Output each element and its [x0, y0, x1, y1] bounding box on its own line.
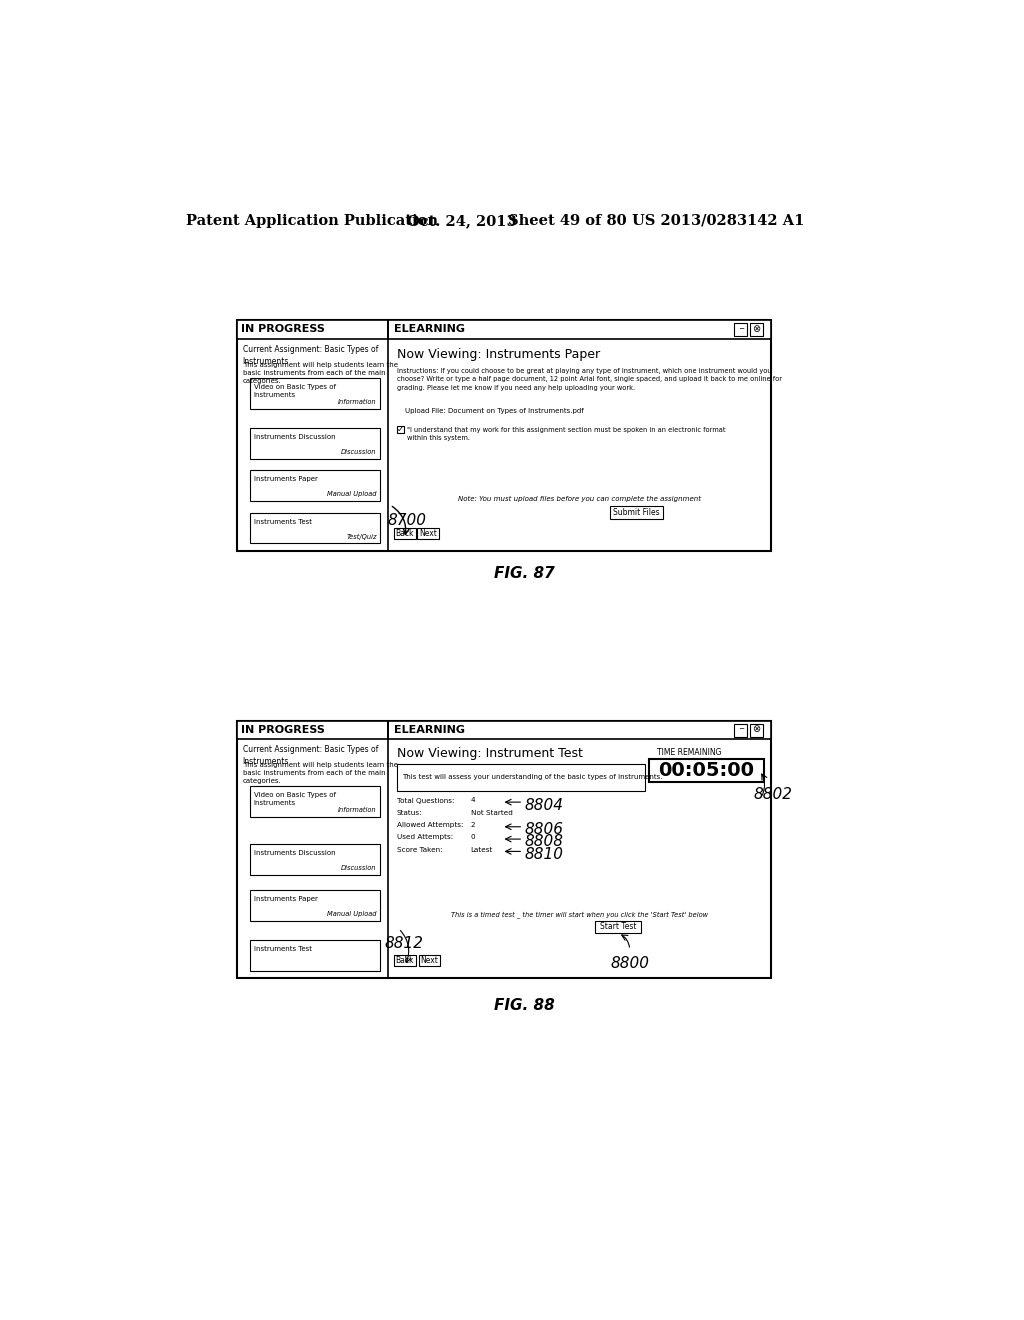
Text: Status:: Status:	[397, 810, 423, 816]
Text: Note: You must upload files before you can complete the assignment: Note: You must upload files before you c…	[458, 496, 701, 502]
Bar	[394, 528, 416, 539]
Text: Discussion: Discussion	[341, 449, 377, 455]
Text: TIME REMAINING: TIME REMAINING	[656, 748, 721, 758]
Text: Manual Upload: Manual Upload	[328, 491, 377, 498]
Text: Instruments Test: Instruments Test	[254, 519, 311, 525]
Bar	[237, 321, 771, 552]
Bar	[251, 890, 380, 921]
Bar	[237, 321, 388, 339]
Bar	[394, 956, 416, 966]
Text: Current Assignment: Basic Types of
Instruments: Current Assignment: Basic Types of Instr…	[243, 744, 378, 766]
Bar	[251, 940, 380, 970]
Text: 4: 4	[471, 797, 475, 804]
Bar	[388, 721, 771, 739]
Text: 8808: 8808	[524, 834, 564, 850]
Text: Instruments Test: Instruments Test	[254, 946, 311, 952]
Bar	[419, 956, 440, 966]
Bar	[397, 763, 645, 792]
Text: Submit Files: Submit Files	[613, 508, 660, 517]
Text: 8804: 8804	[524, 797, 564, 813]
Text: ⊗: ⊗	[753, 723, 761, 734]
Text: 8806: 8806	[524, 822, 564, 837]
Text: This test will assess your understanding of the basic types of instruments.: This test will assess your understanding…	[401, 775, 663, 780]
Text: Back: Back	[395, 529, 414, 537]
Text: Information: Information	[338, 399, 377, 405]
Text: Sheet 49 of 80: Sheet 49 of 80	[508, 214, 627, 228]
Bar	[251, 470, 380, 502]
Bar	[251, 428, 380, 459]
Text: Next: Next	[421, 956, 438, 965]
Text: 2: 2	[471, 822, 475, 828]
Text: Score Taken:: Score Taken:	[397, 847, 442, 853]
Text: 8800: 8800	[610, 956, 649, 972]
Text: ✓: ✓	[397, 425, 403, 434]
Text: Upload File: Document on Types of Instruments.pdf: Upload File: Document on Types of Instru…	[404, 408, 584, 414]
Text: ⊗: ⊗	[753, 323, 761, 334]
Text: "I understand that my work for this assignment section must be spoken in an elec: "I understand that my work for this assi…	[407, 428, 725, 441]
Text: US 2013/0283142 A1: US 2013/0283142 A1	[632, 214, 804, 228]
Text: 0: 0	[471, 834, 475, 841]
Text: Now Viewing: Instruments Paper: Now Viewing: Instruments Paper	[397, 348, 600, 360]
Text: 8812: 8812	[385, 936, 424, 952]
Text: Manual Upload: Manual Upload	[328, 911, 377, 917]
Bar	[251, 843, 380, 875]
Bar	[251, 512, 380, 544]
Text: 8700: 8700	[388, 512, 427, 528]
Bar	[750, 323, 763, 337]
Text: This assignment will help students learn the
basic instruments from each of the : This assignment will help students learn…	[243, 362, 397, 384]
Text: Start Test: Start Test	[600, 923, 637, 932]
Bar	[237, 721, 771, 978]
Text: Video on Basic Types of
Instruments: Video on Basic Types of Instruments	[254, 384, 336, 397]
Text: 8802: 8802	[754, 787, 793, 801]
Text: ELEARNING: ELEARNING	[394, 725, 465, 735]
Bar	[734, 323, 748, 337]
Bar	[610, 507, 664, 519]
Text: Oct. 24, 2013: Oct. 24, 2013	[407, 214, 517, 228]
Text: Patent Application Publication: Patent Application Publication	[186, 214, 438, 228]
Text: Information: Information	[338, 807, 377, 813]
Text: FIG. 88: FIG. 88	[495, 998, 555, 1012]
Text: Current Assignment: Basic Types of
Instruments: Current Assignment: Basic Types of Instr…	[243, 345, 378, 366]
Text: 00:05:00: 00:05:00	[658, 762, 754, 780]
Bar	[595, 921, 641, 933]
Bar	[388, 321, 771, 339]
Text: Back: Back	[395, 956, 414, 965]
Text: IN PROGRESS: IN PROGRESS	[241, 725, 325, 735]
Text: Allowed Attempts:: Allowed Attempts:	[397, 822, 464, 828]
Bar	[750, 723, 763, 737]
Text: ─: ─	[739, 326, 743, 331]
Text: IN PROGRESS: IN PROGRESS	[241, 325, 325, 334]
Text: Used Attempts:: Used Attempts:	[397, 834, 454, 841]
Text: ELEARNING: ELEARNING	[394, 325, 465, 334]
Text: This assignment will help students learn the
basic instruments from each of the : This assignment will help students learn…	[243, 762, 397, 784]
Text: Discussion: Discussion	[341, 865, 377, 871]
Text: ─: ─	[739, 726, 743, 733]
Text: Video on Basic Types of
Instruments: Video on Basic Types of Instruments	[254, 792, 336, 805]
Text: Latest: Latest	[471, 847, 493, 853]
Bar	[251, 378, 380, 409]
Text: Instructions: If you could choose to be great at playing any type of instrument,: Instructions: If you could choose to be …	[397, 368, 782, 391]
Text: FIG. 87: FIG. 87	[495, 566, 555, 582]
Text: Instruments Paper: Instruments Paper	[254, 896, 317, 902]
Text: Total Questions:: Total Questions:	[397, 797, 455, 804]
Bar	[397, 426, 403, 433]
Bar	[734, 723, 748, 737]
Text: Instruments Discussion: Instruments Discussion	[254, 434, 335, 440]
Text: Test/Quiz: Test/Quiz	[346, 533, 377, 540]
Text: Instruments Discussion: Instruments Discussion	[254, 850, 335, 855]
Bar	[251, 785, 380, 817]
Text: Now Viewing: Instrument Test: Now Viewing: Instrument Test	[397, 747, 583, 760]
Bar	[649, 759, 764, 781]
Text: Next: Next	[419, 529, 437, 537]
Text: Instruments Paper: Instruments Paper	[254, 477, 317, 482]
Text: 8810: 8810	[524, 847, 564, 862]
Text: Not Started: Not Started	[471, 810, 512, 816]
Text: This is a timed test _ the timer will start when you click the 'Start Test' belo: This is a timed test _ the timer will st…	[451, 911, 708, 917]
Bar	[417, 528, 438, 539]
Bar	[237, 721, 388, 739]
